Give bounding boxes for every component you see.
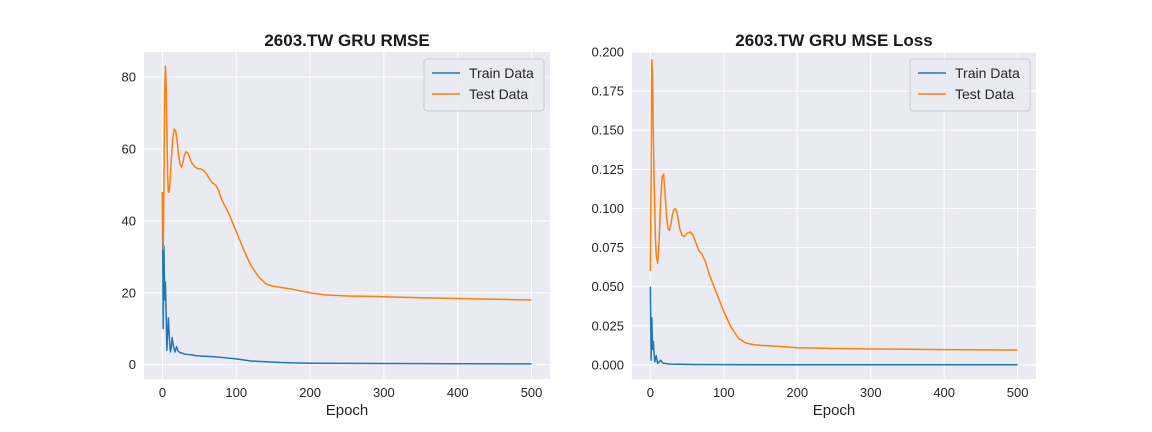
y-tick-label: 0.125 (591, 162, 624, 177)
legend: Train Data Test Data (423, 58, 545, 112)
y-tick-label: 0.075 (591, 240, 624, 255)
series-line-test-data (161, 65, 532, 301)
chart-panel-0: 0 100 200 300 400 500 0 20 40 60 80 2603.TW GRU RMS… (122, 31, 550, 419)
x-tick-label: 300 (373, 385, 395, 400)
x-tick-label: 100 (713, 385, 735, 400)
x-axis-label: Epoch (813, 402, 856, 419)
y-tick-label: 80 (122, 70, 136, 85)
x-tick-label: 500 (521, 385, 543, 400)
x-axis-label: Epoch (326, 402, 369, 419)
y-tick-label: 40 (122, 213, 136, 228)
chart-panel-1: 0 100 200 300 400 500 0.000 0.025 0.050 0.075 0.10… (591, 31, 1036, 419)
chart-title: 2603.TW GRU MSE Loss (735, 31, 932, 50)
y-tick-label: 20 (122, 285, 136, 300)
legend-entry: Test Data (955, 86, 1014, 102)
y-tick-label: 0.100 (591, 201, 624, 216)
y-tick-label: 0.175 (591, 84, 624, 99)
x-tick-label: 500 (1007, 385, 1029, 400)
series-line-test-data (649, 59, 1018, 351)
legend-box (423, 58, 545, 112)
y-tick-label: 0.150 (591, 123, 624, 138)
y-tick-label: 0.025 (591, 318, 624, 333)
series-line-train-data (161, 192, 532, 365)
legend: Train Data Test Data (909, 58, 1031, 112)
x-tick-label: 0 (647, 385, 654, 400)
x-tick-label: 0 (159, 385, 166, 400)
y-tick-label: 0 (129, 357, 136, 372)
y-tick-label: 60 (122, 142, 136, 157)
x-tick-label: 400 (447, 385, 469, 400)
x-tick-label: 200 (786, 385, 808, 400)
series-line-train-data (649, 286, 1018, 366)
legend-entry: Train Data (955, 65, 1020, 81)
legend-entry: Test Data (469, 86, 528, 102)
legend-entry: Train Data (469, 65, 534, 81)
y-tick-label: 0.200 (591, 45, 624, 60)
y-tick-label: 0.000 (591, 357, 624, 372)
x-tick-label: 200 (299, 385, 321, 400)
x-tick-label: 400 (933, 385, 955, 400)
x-tick-label: 300 (860, 385, 882, 400)
legend-box (909, 58, 1031, 112)
y-tick-label: 0.050 (591, 279, 624, 294)
chart-title: 2603.TW GRU RMSE (264, 31, 429, 50)
x-tick-label: 100 (225, 385, 247, 400)
